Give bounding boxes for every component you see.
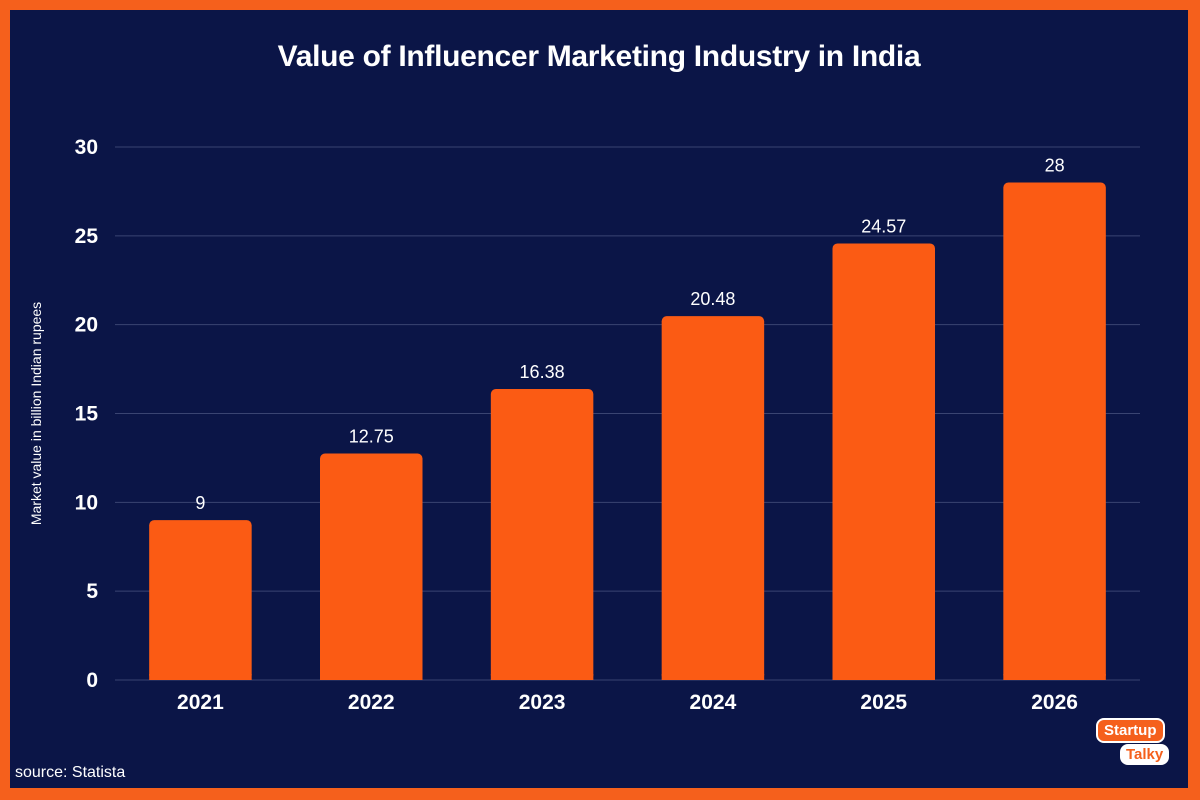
chart-title: Value of Influencer Marketing Industry i…	[277, 40, 921, 73]
y-tick-label: 10	[75, 491, 98, 514]
bar-2022	[320, 453, 423, 680]
x-tick-label: 2026	[1031, 691, 1078, 714]
bar-2025	[832, 243, 935, 680]
x-tick-label: 2022	[348, 691, 395, 714]
y-tick-label: 25	[75, 225, 99, 248]
startuptalky-logo: Startup Talky	[1096, 718, 1174, 774]
y-tick-label: 5	[86, 580, 98, 603]
chart-frame: Value of Influencer Marketing Industry i…	[10, 10, 1188, 788]
source-note: source: Statista	[15, 764, 126, 781]
x-tick-label: 2023	[519, 691, 566, 714]
data-label: 20.48	[690, 289, 735, 309]
y-axis-label: Market value in billion Indian rupees	[28, 302, 44, 525]
x-tick-label: 2024	[690, 691, 737, 714]
x-tick-label: 2025	[860, 691, 907, 714]
x-tick-label: 2021	[177, 691, 224, 714]
data-label: 24.57	[861, 216, 906, 236]
bar-2026	[1003, 182, 1106, 681]
logo-text-startup: Startup	[1096, 718, 1165, 743]
bar-base-2024	[661, 674, 765, 680]
bar-base-2023	[490, 674, 594, 680]
bar-2021	[149, 520, 252, 680]
y-tick-label: 30	[75, 136, 98, 159]
bar-2023	[490, 388, 594, 680]
bar-base-2025	[832, 674, 935, 680]
data-label: 28	[1045, 156, 1065, 176]
bar-base-2021	[149, 674, 252, 680]
y-tick-label: 20	[75, 314, 98, 337]
bar-base-2022	[320, 674, 423, 680]
bar-2024	[661, 316, 765, 680]
y-tick-label: 0	[86, 669, 98, 692]
y-tick-label: 15	[75, 403, 99, 426]
logo-text-talky: Talky	[1120, 744, 1170, 765]
bar-base-2026	[1003, 674, 1106, 680]
data-label: 12.75	[349, 426, 394, 446]
data-label: 16.38	[520, 362, 565, 382]
data-label: 9	[195, 493, 205, 513]
